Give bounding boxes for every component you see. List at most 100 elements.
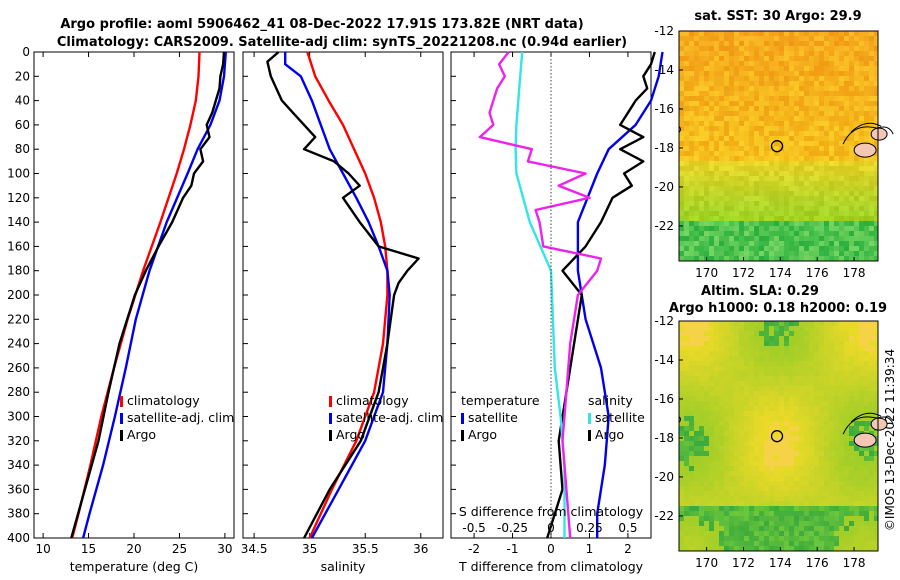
credit-text: ©IMOS 13-Dec-2022 11:39:34 (883, 349, 897, 531)
top-axis-label: S difference from climatology (459, 504, 644, 519)
legend-label: Argo (595, 427, 624, 442)
legend-swatch (588, 430, 591, 441)
y-tick-label: -16 (654, 392, 674, 406)
legend-label: Argo (127, 427, 156, 442)
series-line-climatology (306, 51, 389, 539)
y-tick-label: -12 (654, 24, 674, 38)
series-line-temperature-satellite (576, 51, 664, 538)
series-line-salinity-argo (478, 51, 603, 539)
legend-label: climatology (336, 393, 409, 408)
y-tick-label: 380 (7, 507, 30, 521)
y-tick-label: 340 (7, 458, 30, 472)
top-tick-label: 0 (547, 521, 555, 535)
legend-label: satellite-adj. clim (336, 410, 443, 425)
y-tick-label: 160 (7, 239, 30, 253)
x-tick-label: 172 (732, 266, 755, 280)
x-axis-label: temperature (deg C) (70, 559, 199, 574)
reef-contour (842, 126, 894, 145)
map-frame (678, 30, 879, 262)
x-tick-label: 0 (547, 542, 555, 556)
y-tick-label: 20 (15, 69, 30, 83)
island-shape (853, 142, 877, 158)
legend-swatch (461, 413, 464, 424)
x-tick-label: 34.5 (241, 542, 268, 556)
y-tick-label: -22 (654, 219, 674, 233)
heatmap-cells (679, 31, 878, 261)
x-tick-label: 178 (843, 556, 866, 570)
temperature-profile: 10 15 20 25 30020406080100120140160180200220… (7, 45, 235, 574)
y-tick-label: -12 (654, 314, 674, 328)
legend-swatch (120, 413, 123, 424)
x-tick-label: -2 (468, 542, 480, 556)
map-bottom-title-2: Argo h1000: 0.18 h2000: 0.19 (669, 301, 887, 316)
legend-swatch (120, 430, 123, 441)
island-shape (853, 432, 877, 448)
y-tick-label: -16 (654, 102, 674, 116)
legend-label: Argo (468, 427, 497, 442)
x-tick-label: 30 (217, 542, 232, 556)
x-tick-label: 178 (843, 266, 866, 280)
legend-swatch (461, 430, 464, 441)
y-tick-label: -18 (654, 141, 674, 155)
y-tick-label: 80 (15, 142, 30, 156)
x-tick-label: 2 (624, 542, 632, 556)
top-tick-label: 0.5 (618, 521, 637, 535)
difference-profile: -2 -1 0 1 2 T difference from climatology -0.5… (450, 51, 664, 574)
legend-label: temperature (461, 393, 540, 408)
island-shape (870, 417, 888, 431)
legend-swatch (329, 413, 332, 424)
series-line-climatology (71, 51, 201, 539)
legend-swatch (329, 430, 332, 441)
y-tick-label: 40 (15, 94, 30, 108)
y-tick-label: -14 (654, 63, 674, 77)
legend-label: satellite (468, 410, 518, 425)
top-tick-label: -0.25 (497, 521, 528, 535)
y-tick-label: 280 (7, 385, 30, 399)
x-tick-label: 25 (172, 542, 187, 556)
profile-panels: 10 15 20 25 30020406080100120140160180200220… (7, 45, 664, 574)
x-axis-label: salinity (321, 559, 366, 574)
y-tick-label: 140 (7, 215, 30, 229)
x-tick-label: 172 (732, 556, 755, 570)
legend-label: climatology (127, 393, 200, 408)
y-tick-label: 360 (7, 482, 30, 496)
axes-box (242, 51, 444, 539)
series-line-argo (70, 51, 226, 539)
series-line-satellite-adj-clim (284, 52, 391, 539)
y-tick-label: 60 (15, 118, 30, 132)
y-tick-label: -22 (654, 509, 674, 523)
legend-swatch (120, 396, 123, 407)
x-tick-label: 35 (302, 542, 317, 556)
y-tick-label: -14 (654, 353, 674, 367)
legend-swatch (588, 413, 591, 424)
sst-map: 170 172 174 176 178 -12 -14 -16 -18 -20 -22 (654, 24, 894, 280)
sla-map: 170 172 174 176 178 -12 -14 -16 -18 -20 -22 (654, 314, 894, 570)
map-bottom-title-1: Altim. SLA: 0.29 (701, 284, 819, 299)
series-line-temperature-argo (546, 51, 656, 539)
x-tick-label: 174 (769, 556, 792, 570)
x-tick-label: 15 (81, 542, 96, 556)
island-shape (870, 127, 888, 141)
y-tick-label: 120 (7, 191, 30, 205)
map-frame (678, 320, 879, 552)
title-line1: Argo profile: aoml 5906462_41 08-Dec-202… (60, 17, 583, 32)
top-tick-label: 0.25 (576, 521, 603, 535)
x-tick-label: 35.5 (352, 542, 379, 556)
y-tick-label: 240 (7, 337, 30, 351)
x-tick-label: 170 (695, 266, 718, 280)
map-top-title: sat. SST: 30 Argo: 29.9 (694, 9, 861, 24)
x-tick-label: 20 (126, 542, 141, 556)
y-tick-label: 400 (7, 531, 30, 545)
y-tick-label: 320 (7, 434, 30, 448)
series-line-argo (266, 51, 420, 539)
y-tick-label: 220 (7, 312, 30, 326)
x-tick-label: -1 (507, 542, 519, 556)
legend-label: Argo (336, 427, 365, 442)
y-tick-label: 260 (7, 361, 30, 375)
y-tick-label: 200 (7, 288, 30, 302)
argo-position-marker (770, 140, 784, 153)
x-tick-label: 176 (806, 556, 829, 570)
reef-contour (842, 416, 894, 435)
